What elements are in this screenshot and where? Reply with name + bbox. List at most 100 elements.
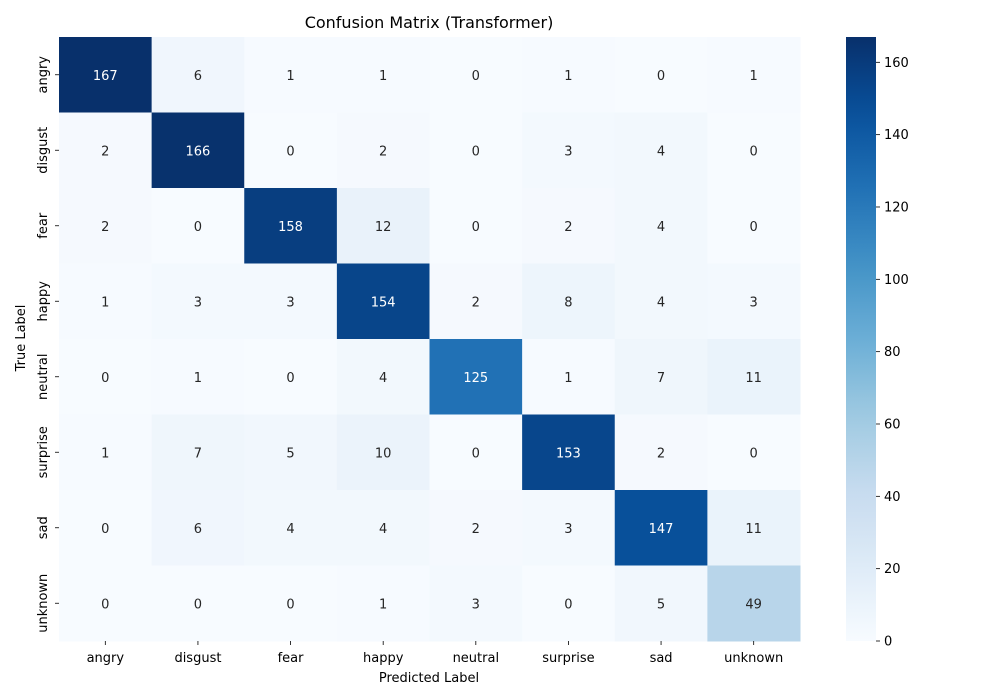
y-tick-label: unknown	[36, 574, 51, 633]
heatmap-cell-unknown-fear	[244, 565, 338, 642]
cell-value-label: 3	[472, 597, 480, 612]
heatmap-cell-happy-fear	[244, 263, 338, 340]
x-tick-label: disgust	[174, 651, 221, 666]
cell-value-label: 0	[472, 220, 480, 235]
cell-value-label: 0	[750, 446, 758, 461]
cell-value-label: 0	[101, 597, 109, 612]
heatmap-cell-disgust-surprise	[522, 112, 616, 189]
cell-value-label: 8	[564, 295, 572, 310]
heatmap-cell-surprise-surprise	[522, 414, 616, 491]
cell-value-label: 153	[556, 446, 581, 461]
y-tick-label: disgust	[36, 127, 51, 174]
heatmap-cell-neutral-neutral	[429, 339, 523, 415]
cell-value-label: 158	[278, 220, 303, 235]
cell-value-label: 0	[101, 371, 109, 386]
heatmap-cell-fear-happy	[336, 188, 431, 264]
heatmap-cell-happy-disgust	[151, 263, 245, 340]
cell-value-label: 0	[750, 144, 758, 159]
heatmap-cell-unknown-surprise	[522, 565, 616, 642]
heatmap-cell-disgust-angry	[59, 112, 153, 189]
cell-value-label: 1	[286, 69, 294, 84]
heatmap-cell-disgust-unknown	[707, 112, 801, 189]
colorbar-tick-label: 60	[884, 417, 901, 432]
heatmap-cell-angry-angry	[59, 37, 153, 113]
cell-value-label: 3	[564, 522, 572, 537]
heatmap-cell-fear-angry	[59, 188, 153, 264]
cell-value-label: 2	[472, 522, 480, 537]
heatmap-cell-neutral-sad	[614, 339, 708, 415]
heatmap-cell-surprise-happy	[336, 414, 431, 491]
colorbar-tick-label: 120	[884, 200, 909, 215]
heatmap-cell-fear-fear	[244, 188, 338, 264]
cell-value-label: 3	[750, 295, 758, 310]
colorbar-tick-label: 0	[884, 635, 892, 650]
cell-value-label: 4	[657, 220, 665, 235]
cell-value-label: 0	[286, 371, 294, 386]
y-tick-label: happy	[36, 281, 51, 322]
cell-value-label: 11	[745, 522, 762, 537]
heatmap-cell-sad-disgust	[151, 490, 245, 566]
heatmap-cell-neutral-angry	[59, 339, 153, 415]
heatmap-cell-surprise-neutral	[429, 414, 523, 491]
y-axis: angry disgust fear happy neutral surprise sad u…	[36, 56, 59, 633]
cell-value-label: 1	[564, 371, 572, 386]
cell-value-label: 2	[564, 220, 572, 235]
x-tick-label: sad	[650, 651, 673, 666]
cell-value-label: 2	[101, 220, 109, 235]
cell-value-label: 11	[745, 371, 762, 386]
cell-value-label: 0	[472, 69, 480, 84]
heatmap-cell-angry-surprise	[522, 37, 616, 113]
cell-value-label: 147	[649, 522, 674, 537]
cell-value-label: 7	[194, 446, 202, 461]
colorbar: 0 20 40 60 80 100 120 140 160	[846, 37, 909, 650]
heatmap-cell-unknown-angry	[59, 565, 153, 642]
cell-value-label: 1	[101, 446, 109, 461]
cell-value-label: 12	[375, 220, 392, 235]
heatmap-cell-sad-neutral	[429, 490, 523, 566]
heatmap-cell-neutral-happy	[336, 339, 431, 415]
colorbar-tick-label: 140	[884, 128, 909, 143]
heatmap-cell-fear-sad	[614, 188, 708, 264]
cell-value-label: 0	[101, 522, 109, 537]
x-tick-label: neutral	[453, 651, 500, 666]
colorbar-tick-label: 40	[884, 490, 901, 505]
cell-value-label: 5	[286, 446, 294, 461]
cell-value-label: 3	[286, 295, 294, 310]
heatmap-cell-angry-fear	[244, 37, 338, 113]
cell-value-label: 4	[657, 144, 665, 159]
heatmap-cell-fear-unknown	[707, 188, 801, 264]
heatmap-cell-neutral-unknown	[707, 339, 801, 415]
cell-value-label: 0	[286, 144, 294, 159]
chart-title: Confusion Matrix (Transformer)	[305, 13, 554, 32]
colorbar-gradient	[846, 37, 876, 641]
heatmap-cell-disgust-disgust	[151, 112, 245, 189]
cell-value-label: 4	[657, 295, 665, 310]
y-tick-label: fear	[36, 212, 51, 239]
cell-value-label: 49	[745, 597, 762, 612]
heatmap-cell-surprise-disgust	[151, 414, 245, 491]
cell-value-label: 0	[750, 220, 758, 235]
heatmap-cell-disgust-happy	[336, 112, 431, 189]
heatmap-cell-happy-unknown	[707, 263, 801, 340]
heatmap-cell-neutral-fear	[244, 339, 338, 415]
x-tick-label: surprise	[542, 651, 594, 666]
cell-value-label: 0	[286, 597, 294, 612]
heatmap-cell-disgust-sad	[614, 112, 708, 189]
cell-value-label: 3	[194, 295, 202, 310]
cell-value-label: 2	[101, 144, 109, 159]
heatmap-cell-happy-neutral	[429, 263, 523, 340]
cell-value-label: 6	[194, 69, 202, 84]
heatmap-cell-unknown-sad	[614, 565, 708, 642]
cell-value-label: 2	[472, 295, 480, 310]
x-axis-label: Predicted Label	[379, 671, 479, 686]
heatmap-cell-happy-angry	[59, 263, 153, 340]
cell-value-label: 7	[657, 371, 665, 386]
heatmap-cells	[59, 37, 801, 642]
heatmap-cell-unknown-disgust	[151, 565, 245, 642]
x-axis: angry disgust fear happy neutral surprise sad u…	[87, 641, 783, 666]
heatmap-cell-sad-surprise	[522, 490, 616, 566]
colorbar-ticks: 0 20 40 60 80 100 120 140 160	[876, 56, 909, 650]
heatmap-cell-fear-surprise	[522, 188, 616, 264]
colorbar-tick-label: 20	[884, 562, 901, 577]
